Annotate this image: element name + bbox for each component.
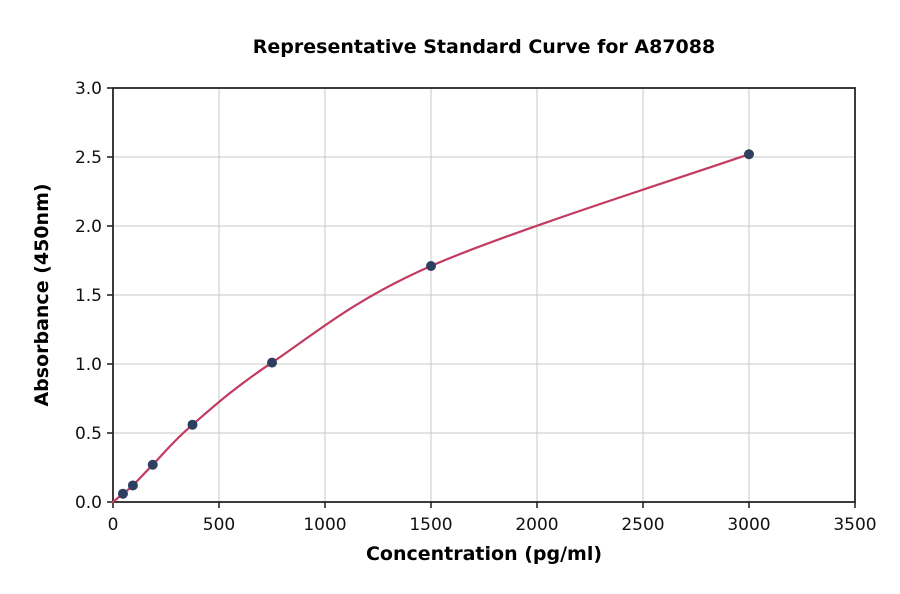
x-axis-label: Concentration (pg/ml) (365, 543, 603, 565)
x-tick-label: 1500 (409, 515, 452, 535)
data-point (117, 488, 128, 499)
data-point (426, 261, 436, 272)
x-tick-label: 0 (108, 515, 119, 535)
y-tick-label: 1.0 (75, 355, 102, 375)
data-point (744, 149, 754, 160)
x-tick-label: 3500 (833, 515, 876, 535)
x-tick-label: 1000 (303, 515, 346, 535)
y-tick-label: 1.5 (75, 286, 102, 306)
y-axis-label: Absorbance (450nm) (31, 183, 53, 407)
x-tick-label: 2500 (621, 515, 664, 535)
x-tick-label: 2000 (515, 515, 558, 535)
y-tick-label: 3.0 (75, 79, 102, 99)
data-point (127, 480, 138, 491)
fit-curve (111, 153, 751, 504)
data-point (147, 459, 158, 470)
y-tick-label: 2.0 (75, 217, 102, 237)
data-point (267, 357, 277, 368)
y-tick-label: 2.5 (75, 148, 102, 168)
x-tick-label: 3000 (727, 515, 770, 535)
data-point (187, 419, 198, 430)
y-tick-label: 0.0 (75, 493, 102, 513)
chart-title: Representative Standard Curve for A87088 (252, 36, 716, 58)
y-tick-label: 0.5 (75, 424, 102, 444)
x-tick-label: 500 (203, 515, 235, 535)
